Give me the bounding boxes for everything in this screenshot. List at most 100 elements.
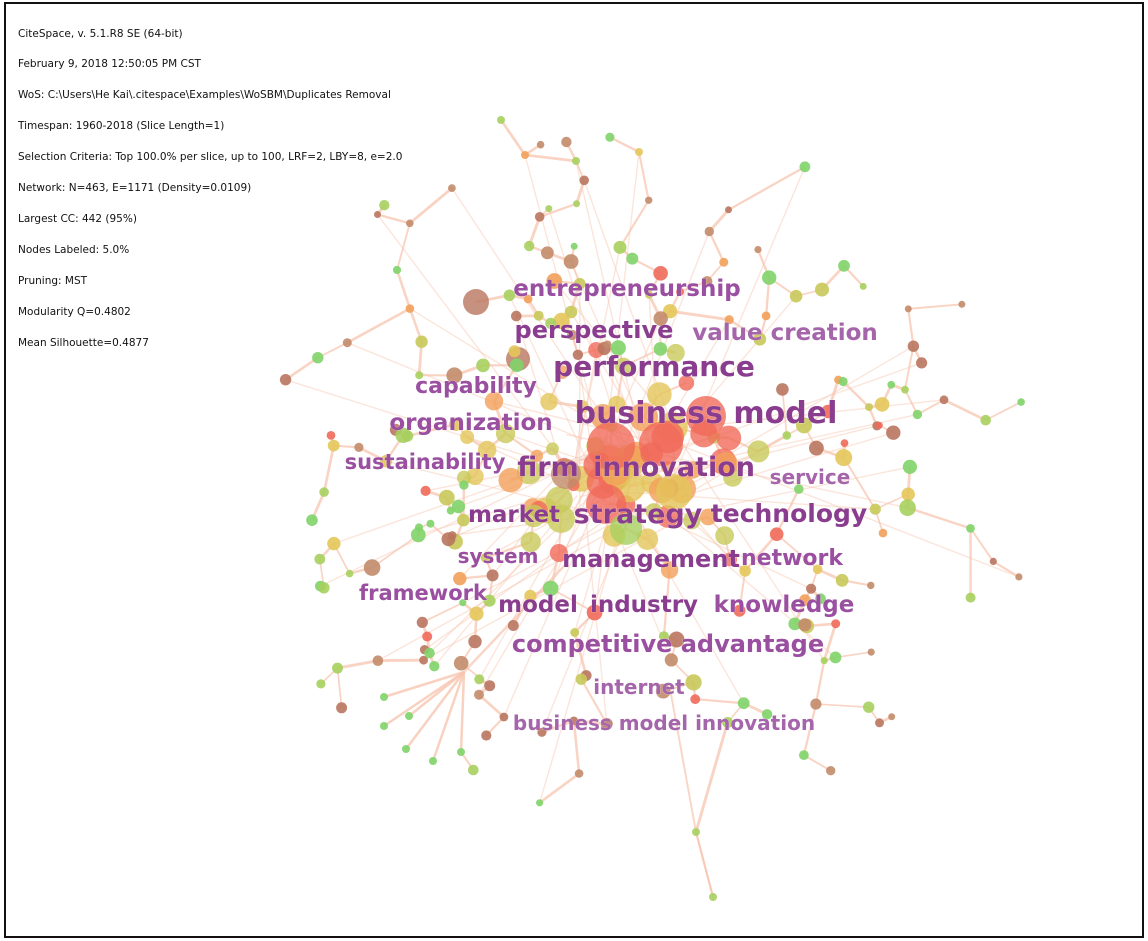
network-node[interactable]: [524, 240, 535, 252]
network-node[interactable]: [545, 317, 557, 329]
network-node[interactable]: [965, 592, 976, 603]
keyword-label-capability[interactable]: capability: [415, 374, 537, 400]
network-node[interactable]: [645, 290, 653, 299]
network-node[interactable]: [481, 730, 492, 741]
keyword-label-firm[interactable]: firm: [517, 452, 579, 484]
network-node[interactable]: [541, 246, 554, 260]
network-node[interactable]: [782, 431, 792, 440]
network-node[interactable]: [668, 631, 685, 648]
network-node[interactable]: [586, 484, 626, 524]
keyword-label-innovation[interactable]: innovation: [593, 452, 756, 484]
keyword-label-sustainability[interactable]: sustainability: [344, 450, 506, 475]
network-node[interactable]: [989, 557, 997, 566]
network-node[interactable]: [516, 459, 542, 485]
network-node[interactable]: [610, 513, 642, 545]
network-node[interactable]: [460, 430, 475, 444]
network-node[interactable]: [459, 480, 469, 490]
network-node[interactable]: [912, 409, 923, 420]
network-node[interactable]: [572, 157, 580, 165]
network-node[interactable]: [980, 414, 991, 426]
network-node[interactable]: [653, 342, 668, 356]
network-node[interactable]: [838, 259, 850, 272]
network-node[interactable]: [573, 200, 581, 208]
network-node[interactable]: [534, 212, 545, 222]
network-node[interactable]: [723, 552, 737, 567]
network-node[interactable]: [547, 505, 575, 533]
network-node[interactable]: [859, 282, 867, 290]
network-node[interactable]: [753, 332, 767, 346]
network-node[interactable]: [724, 315, 734, 325]
network-node[interactable]: [904, 305, 912, 313]
network-node[interactable]: [468, 764, 479, 776]
network-node[interactable]: [429, 757, 437, 765]
network-node[interactable]: [683, 512, 701, 530]
network-node[interactable]: [448, 531, 457, 540]
network-node[interactable]: [563, 254, 579, 269]
network-node[interactable]: [776, 383, 789, 396]
network-node[interactable]: [507, 620, 519, 631]
network-node[interactable]: [446, 367, 463, 384]
network-node[interactable]: [498, 467, 523, 493]
network-node[interactable]: [484, 680, 496, 692]
network-node[interactable]: [901, 385, 909, 394]
network-node[interactable]: [664, 653, 678, 667]
network-node[interactable]: [690, 694, 701, 705]
network-node[interactable]: [484, 392, 504, 411]
network-node[interactable]: [379, 455, 393, 468]
network-node[interactable]: [363, 559, 381, 576]
network-node[interactable]: [553, 312, 570, 330]
network-node[interactable]: [536, 140, 545, 149]
network-node[interactable]: [878, 528, 888, 538]
network-node[interactable]: [572, 349, 584, 360]
network-node[interactable]: [551, 459, 581, 489]
keyword-label-system[interactable]: system: [457, 544, 539, 569]
keyword-label-internet[interactable]: internet: [593, 675, 685, 700]
network-node[interactable]: [653, 266, 668, 281]
network-node[interactable]: [495, 423, 516, 444]
network-node[interactable]: [314, 553, 326, 565]
network-node[interactable]: [457, 513, 470, 527]
network-node[interactable]: [874, 397, 890, 412]
network-node[interactable]: [483, 594, 496, 607]
network-node[interactable]: [546, 442, 559, 456]
network-node[interactable]: [658, 631, 669, 642]
network-node[interactable]: [453, 655, 469, 671]
network-node[interactable]: [815, 282, 829, 297]
network-node[interactable]: [533, 310, 544, 321]
network-node[interactable]: [722, 717, 734, 728]
network-node[interactable]: [899, 499, 916, 516]
network-node[interactable]: [821, 404, 835, 419]
keyword-label-industry[interactable]: industry: [590, 592, 699, 619]
network-node[interactable]: [542, 580, 559, 597]
network-node[interactable]: [675, 287, 685, 296]
network-node[interactable]: [555, 365, 569, 379]
keyword-label-market[interactable]: market: [468, 502, 561, 529]
network-node[interactable]: [867, 648, 875, 656]
network-node[interactable]: [474, 689, 484, 700]
network-node[interactable]: [540, 393, 558, 411]
network-node[interactable]: [645, 196, 653, 204]
network-node[interactable]: [704, 226, 714, 237]
network-node[interactable]: [886, 425, 901, 440]
network-node[interactable]: [499, 712, 509, 722]
network-node[interactable]: [345, 569, 354, 578]
network-node[interactable]: [600, 718, 613, 730]
keyword-label-framework[interactable]: framework: [359, 581, 489, 606]
network-node[interactable]: [647, 382, 672, 407]
network-node[interactable]: [958, 300, 966, 308]
network-node[interactable]: [725, 206, 732, 214]
network-node[interactable]: [380, 693, 388, 701]
network-node[interactable]: [831, 619, 841, 629]
network-node[interactable]: [586, 604, 603, 621]
network-node[interactable]: [812, 564, 823, 575]
keyword-label-entrepreneurship[interactable]: entrepreneurship: [513, 276, 741, 303]
network-node[interactable]: [684, 461, 702, 479]
network-node[interactable]: [508, 345, 521, 358]
network-node[interactable]: [569, 716, 579, 726]
network-node[interactable]: [796, 417, 812, 434]
network-node[interactable]: [530, 449, 544, 462]
network-node[interactable]: [449, 417, 463, 431]
network-node[interactable]: [415, 335, 428, 348]
network-node[interactable]: [279, 374, 292, 386]
network-node[interactable]: [354, 442, 364, 452]
